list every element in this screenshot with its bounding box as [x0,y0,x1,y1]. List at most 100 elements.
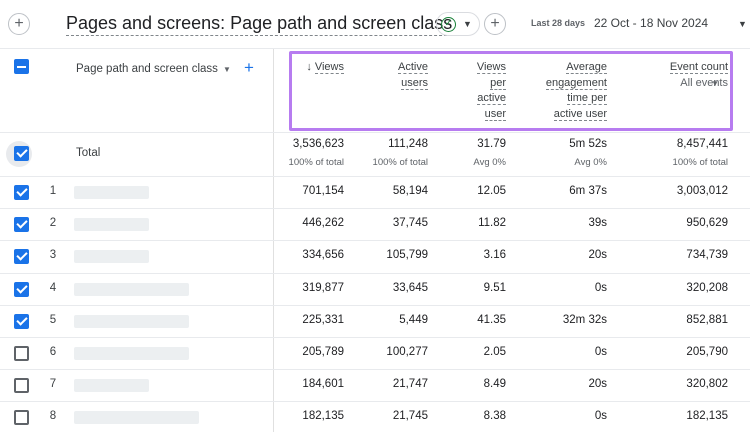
plus-icon: + [14,15,24,32]
total-active-users-share: 100% of total [372,157,428,168]
cell-views-per-user: 12.05 [477,185,506,197]
cell-views-per-user: 9.51 [483,281,506,294]
column-header-views-per-active-user[interactable]: Views per active user [476,61,506,121]
redacted-page-path[interactable] [74,218,149,232]
caret-down-icon[interactable]: ▼ [223,65,231,74]
cell-event-count: 320,208 [686,281,728,294]
cell-engagement-time: 20s [588,378,607,391]
divider [0,337,750,338]
divider [0,132,750,133]
sort-down-arrow-icon: ↓ [306,61,312,73]
cell-views-per-user: 11.82 [478,217,506,230]
cell-event-count: 182,135 [686,410,728,423]
column-header-active-users[interactable]: Active users [398,61,428,90]
date-range-picker[interactable]: 22 Oct - 18 Nov 2024 [594,16,709,30]
cell-views-per-user: 8.38 [483,410,506,423]
row-number: 7 [49,378,57,391]
row-number: 4 [49,281,57,294]
redacted-page-path[interactable] [74,411,199,425]
total-views: 3,536,623 [292,138,344,150]
plus-icon: + [490,15,500,32]
caret-down-icon[interactable]: ▼ [711,79,719,88]
cell-views: 446,262 [302,217,344,230]
row-checkbox[interactable] [14,185,29,200]
cell-engagement-time: 0s [594,346,607,358]
row-checkbox[interactable] [14,217,29,233]
row-checkbox[interactable] [14,281,29,297]
check-circle-icon: ✓ [441,17,456,32]
report-header: + Pages and screens: Page path and scree… [0,0,750,48]
cell-active-users: 100,277 [386,346,428,358]
event-filter-dropdown[interactable]: All events [680,76,728,89]
cell-active-users: 5,449 [399,313,428,326]
total-event-count: 8,457,441 [676,138,728,150]
row-number: 2 [49,217,57,230]
cell-engagement-time: 32m 32s [562,313,607,326]
add-dimension-button[interactable]: + [244,58,254,78]
redacted-page-path[interactable] [74,379,149,393]
cell-views-per-user: 2.05 [483,346,506,358]
total-label: Total [76,147,101,159]
cell-views-per-user: 3.16 [483,249,506,262]
add-comparison-button[interactable]: + [484,13,506,35]
row-number: 3 [49,249,57,262]
dimension-header[interactable]: Page path and screen class [76,63,218,75]
cell-engagement-time: 39s [588,217,607,230]
cell-event-count: 734,739 [686,249,728,262]
column-header-event-count[interactable]: Event count All events [669,61,728,89]
row-checkbox[interactable] [14,410,29,426]
column-header-avg-engagement-time[interactable]: Average engagement time per active user [545,61,607,121]
divider [0,48,750,49]
column-header-views[interactable]: ↓ Views [306,61,344,74]
total-engagement-time: 5m 52s [569,138,607,150]
cell-views: 334,656 [302,249,344,262]
redacted-page-path[interactable] [74,314,189,328]
row-checkbox[interactable] [14,249,29,265]
divider [0,273,750,274]
date-range-label: Last 28 days [531,18,586,28]
cell-active-users: 21,747 [392,378,428,391]
row-checkbox[interactable] [14,313,29,329]
cell-event-count: 852,881 [686,313,728,326]
divider [0,401,750,402]
total-row-checkbox[interactable] [14,146,29,161]
row-number: 1 [49,185,57,197]
redacted-page-path[interactable] [74,282,189,296]
cell-engagement-time: 0s [594,410,607,423]
row-number: 5 [49,313,57,326]
cell-views: 205,789 [302,346,344,358]
cell-event-count: 950,629 [686,217,728,230]
row-checkbox[interactable] [14,346,29,361]
cell-active-users: 33,645 [392,281,428,294]
divider [0,208,750,209]
add-report-button[interactable]: + [8,13,30,35]
select-all-checkbox[interactable] [14,59,29,74]
total-engagement-time-avg: Avg 0% [574,157,607,168]
redacted-page-path[interactable] [74,250,149,264]
cell-event-count: 320,802 [686,378,728,391]
cell-active-users: 21,745 [392,410,428,423]
page-title[interactable]: Pages and screens: Page path and screen … [66,12,453,36]
divider [0,305,750,306]
cell-views: 184,601 [302,378,344,391]
cell-views: 225,331 [302,313,344,326]
metric-columns-highlight [289,51,733,131]
cell-event-count: 3,003,012 [676,185,728,197]
row-number: 6 [49,346,57,358]
cell-views: 319,877 [302,281,344,294]
total-active-users: 111,248 [388,138,428,150]
redacted-page-path[interactable] [74,347,189,360]
total-views-per-user-avg: Avg 0% [473,157,506,168]
redacted-page-path[interactable] [74,186,149,199]
cell-active-users: 105,799 [386,249,428,262]
cell-active-users: 58,194 [392,185,428,197]
row-checkbox[interactable] [14,378,29,394]
cell-engagement-time: 20s [588,249,607,262]
report-status-dropdown[interactable]: ✓ ▼ [436,12,480,36]
cell-views-per-user: 8.49 [483,378,506,391]
total-views-share: 100% of total [288,157,344,168]
caret-down-icon[interactable]: ▼ [738,19,747,29]
total-event-count-share: 100% of total [672,157,728,168]
caret-down-icon: ▼ [463,19,472,29]
divider [0,369,750,370]
